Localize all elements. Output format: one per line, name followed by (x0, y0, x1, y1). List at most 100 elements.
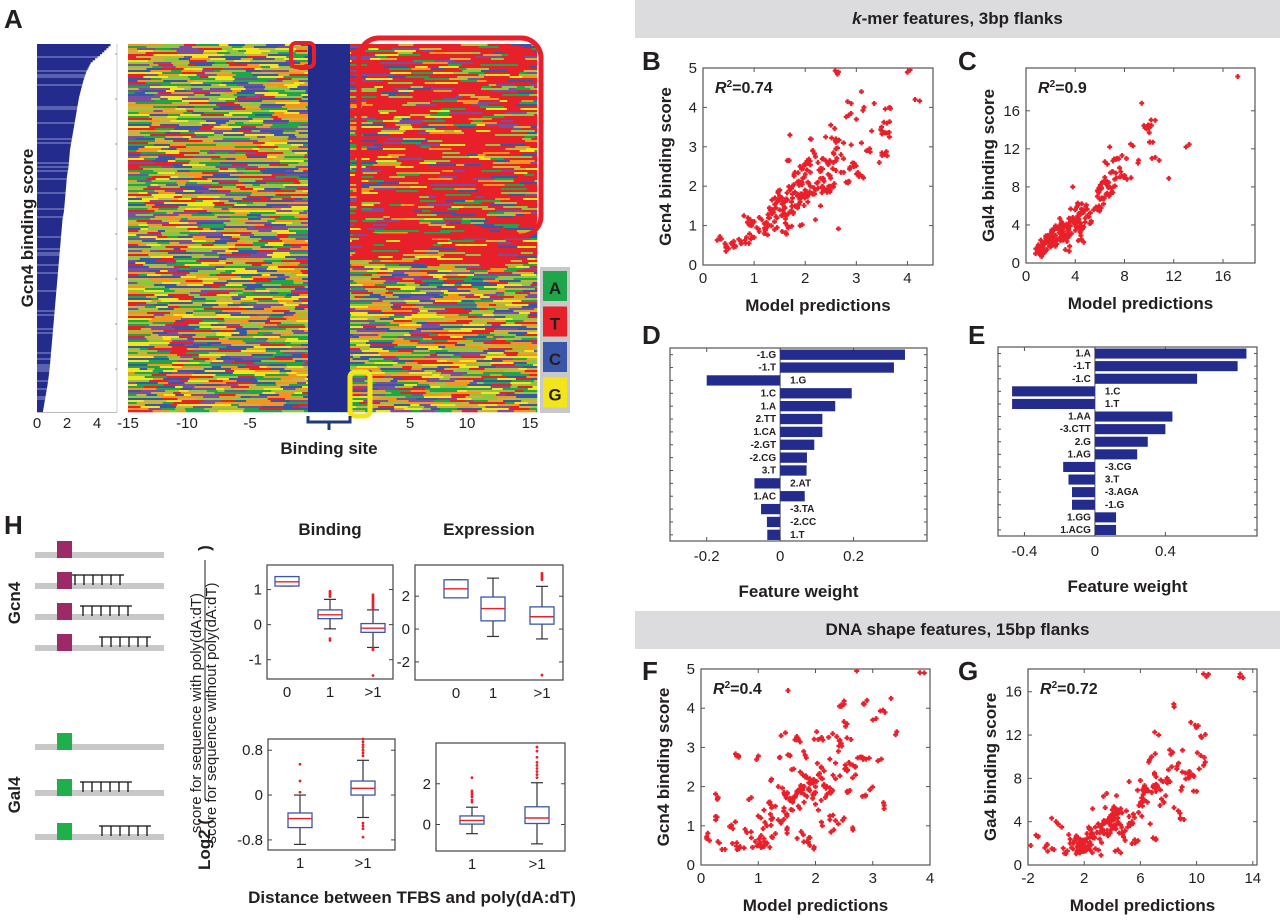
heatmap-cell (446, 68, 460, 71)
heatmap-cell (166, 376, 188, 379)
heatmap-cell (202, 124, 210, 127)
heatmap-cell (354, 110, 379, 113)
scatter-point (843, 114, 849, 120)
heatmap-cell (514, 172, 528, 175)
heatmap-cell (341, 236, 361, 239)
heatmap-cell (385, 332, 397, 335)
heatmap-cell (507, 266, 517, 269)
scatter-point (791, 182, 797, 188)
heatmap-cell (533, 302, 538, 305)
heatmap-cell (491, 132, 511, 135)
heatmap-cell (397, 52, 413, 55)
heatmap-cell (369, 168, 384, 171)
heatmap-cell (240, 188, 254, 191)
heatmap-cell (216, 268, 238, 271)
heatmap-cell (287, 190, 296, 193)
heatmap-cell (446, 322, 470, 325)
heatmap-cell (231, 46, 243, 49)
score-bar (37, 248, 60, 251)
heatmap-cell (270, 126, 299, 129)
heatmap-cell (143, 168, 152, 171)
scatter-point (835, 226, 841, 232)
heatmap-cell (238, 404, 254, 407)
score-bar (37, 402, 45, 405)
heatmap-cell (454, 162, 471, 165)
score-bar (37, 226, 62, 229)
heatmap-cell (419, 200, 437, 203)
heatmap-cell (528, 402, 537, 405)
heatmap-cell (450, 348, 478, 351)
heatmap-cell (395, 124, 412, 127)
heatmap-cell (235, 244, 253, 247)
heatmap-cell (128, 194, 152, 197)
heatmap-cell (385, 116, 395, 119)
heatmap-cell (498, 346, 511, 349)
heatmap-cell (432, 198, 451, 201)
heatmap-cell (199, 232, 222, 235)
heatmap-cell (160, 50, 177, 53)
heatmap-cell (180, 238, 194, 241)
heatmap-cell (157, 236, 168, 239)
scatter-point (815, 185, 821, 191)
heatmap-cell (193, 178, 208, 181)
heatmap-cell (452, 214, 476, 217)
heatmap-cell (520, 398, 538, 401)
heatmap-cell (402, 366, 413, 369)
score-bar (37, 162, 69, 165)
scatter-point (784, 190, 790, 196)
heatmap-cell (262, 406, 274, 409)
heatmap-cell (285, 358, 293, 361)
score-bar (37, 54, 100, 57)
heatmap-cell (128, 108, 153, 111)
heatmap-cell (466, 364, 492, 367)
heatmap-cell (171, 92, 194, 95)
heatmap-cell (241, 300, 252, 303)
heatmap-cell (173, 168, 200, 171)
heatmap-cell (530, 146, 538, 149)
heatmap-cell (288, 120, 301, 123)
heatmap-cell (505, 48, 532, 51)
heatmap-cell (218, 276, 234, 279)
score-bar (37, 126, 74, 129)
score-bar (37, 94, 80, 97)
score-bar (37, 394, 46, 397)
heatmap-cell (199, 322, 219, 325)
heatmap-cell (208, 90, 233, 93)
heatmap-cell (391, 298, 412, 301)
heatmap-cell (489, 332, 509, 335)
heatmap-cell (178, 206, 197, 209)
heatmap-cell (261, 52, 279, 55)
score-bar (37, 308, 55, 311)
heatmap-cell (254, 114, 273, 117)
heatmap-cell (371, 260, 381, 263)
heatmap-cell (492, 166, 521, 169)
scatter-point (807, 162, 813, 168)
heatmap-cell (469, 394, 497, 397)
heatmap-cell (201, 262, 227, 265)
heatmap-cell (280, 208, 308, 211)
heatmap-cell (302, 282, 312, 285)
heatmap-cell (279, 162, 299, 165)
heatmap-cell (463, 182, 474, 185)
heatmap-cell (194, 176, 203, 179)
heatmap-cell (243, 344, 261, 347)
heatmap-cell (194, 296, 207, 299)
heatmap-cell (480, 354, 499, 357)
heatmap-cell (402, 258, 420, 261)
heatmap-cell (416, 322, 429, 325)
heatmap-cell (346, 194, 357, 197)
heatmap-cell (280, 350, 296, 353)
heatmap-cell (176, 126, 202, 129)
heatmap-cell (272, 296, 285, 299)
heatmap-cell (228, 66, 254, 69)
heatmap-cell (441, 48, 462, 51)
heatmap-cell (424, 160, 451, 163)
heatmap-cell (174, 328, 187, 331)
heatmap-cell (148, 360, 161, 363)
heatmap-cell (211, 84, 220, 87)
heatmap-cell (356, 198, 373, 201)
heatmap-cell (382, 128, 400, 131)
heatmap-cell (521, 128, 531, 131)
heatmap-cell (497, 242, 512, 245)
heatmap-cell (218, 260, 236, 263)
